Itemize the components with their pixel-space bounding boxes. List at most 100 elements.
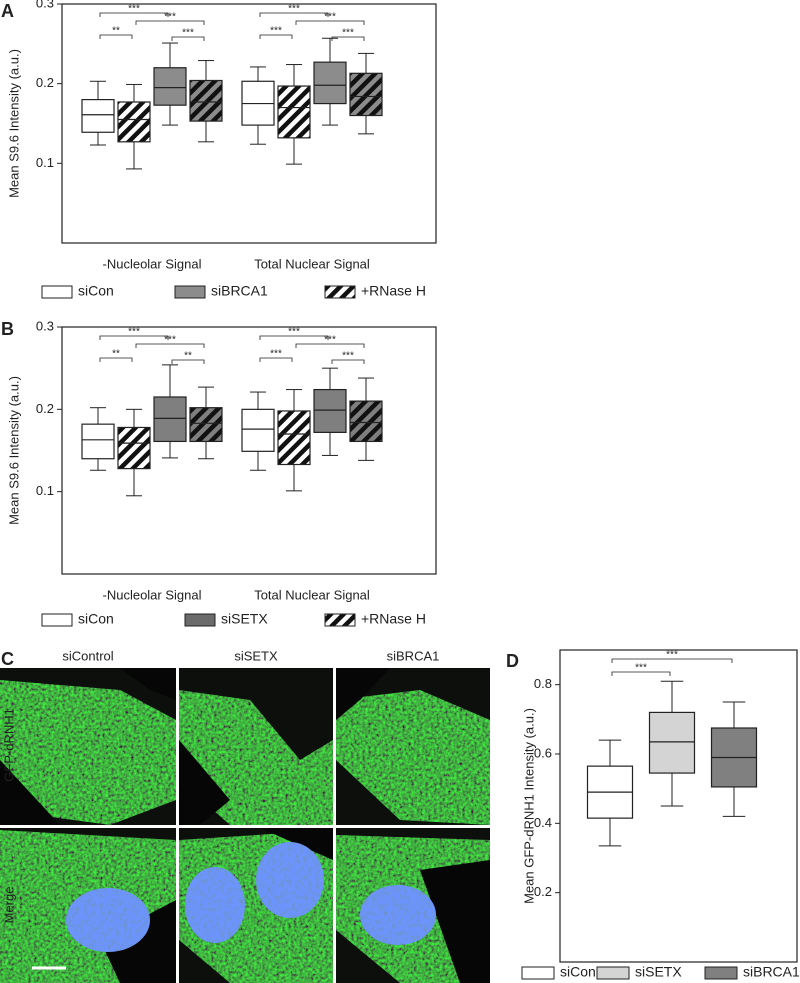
significance-label: *** bbox=[270, 26, 282, 37]
column-label: siBRCA1 bbox=[387, 648, 440, 663]
y-axis-label: Mean GFP-dRNH1 Intensity (a.u.) bbox=[521, 708, 536, 904]
box bbox=[241, 408, 275, 452]
column-label: siControl bbox=[62, 648, 113, 663]
y-tick-label: 0.4 bbox=[534, 815, 552, 830]
significance-bracket bbox=[295, 20, 365, 25]
legend-swatch bbox=[324, 285, 356, 299]
box bbox=[349, 400, 383, 443]
panel-label: A bbox=[1, 1, 14, 21]
significance-bracket bbox=[135, 20, 205, 25]
box bbox=[117, 426, 151, 470]
legend-label: siCon bbox=[78, 611, 114, 627]
micrographs bbox=[0, 668, 490, 983]
significance-label: ** bbox=[112, 26, 120, 37]
legend-swatch bbox=[521, 966, 555, 980]
significance-label: *** bbox=[342, 28, 354, 39]
legend-swatch bbox=[184, 613, 216, 627]
significance-bracket bbox=[99, 34, 133, 39]
significance-bracket bbox=[135, 343, 205, 348]
y-tick-label: 0.2 bbox=[534, 884, 552, 899]
legend-label: +RNase H bbox=[361, 283, 426, 299]
legend-swatch bbox=[704, 966, 738, 980]
significance-bracket bbox=[99, 335, 169, 340]
significance-label: *** bbox=[288, 4, 300, 15]
legend-label: +RNase H bbox=[361, 611, 426, 627]
significance-label: *** bbox=[342, 351, 354, 362]
significance-bracket bbox=[331, 359, 365, 364]
significance-label: *** bbox=[324, 335, 336, 346]
x-category-label: Total Nuclear Signal bbox=[254, 587, 370, 602]
panel-dividers bbox=[0, 668, 490, 983]
plot-frame bbox=[61, 326, 437, 575]
significance-bracket bbox=[259, 357, 293, 362]
significance-bracket bbox=[171, 359, 205, 364]
y-axis-label: Mean S9.6 Intensity (a.u.) bbox=[6, 376, 21, 525]
y-tick-label: 0.6 bbox=[534, 745, 552, 760]
significance-bracket bbox=[259, 335, 329, 340]
legend-label: siSETX bbox=[221, 611, 268, 627]
x-category-label: -Nucleolar Signal bbox=[103, 587, 202, 602]
box bbox=[313, 61, 347, 105]
legend-label: siBRCA1 bbox=[743, 964, 800, 980]
significance-bracket bbox=[259, 12, 329, 17]
significance-label: *** bbox=[164, 335, 176, 346]
significance-label: *** bbox=[164, 12, 176, 23]
significance-label: *** bbox=[182, 28, 194, 39]
panel-label: D bbox=[506, 651, 519, 671]
y-tick-label: 0.2 bbox=[36, 401, 54, 416]
legend-swatch bbox=[174, 285, 206, 299]
legend-label: siBRCA1 bbox=[211, 283, 268, 299]
legend-swatch bbox=[41, 285, 73, 299]
legend-swatch bbox=[324, 613, 356, 627]
y-tick-label: 0.1 bbox=[36, 483, 54, 498]
y-tick-label: 0.3 bbox=[36, 318, 54, 333]
significance-label: *** bbox=[324, 12, 336, 23]
nuclei bbox=[66, 842, 436, 952]
plot-frame bbox=[559, 649, 798, 963]
box bbox=[189, 407, 223, 443]
legend-label: siSETX bbox=[635, 964, 682, 980]
significance-bracket bbox=[99, 357, 133, 362]
panel-label: B bbox=[1, 319, 14, 339]
box bbox=[153, 67, 187, 106]
significance-label: *** bbox=[666, 650, 678, 661]
significance-bracket bbox=[99, 12, 169, 17]
box bbox=[117, 101, 151, 143]
significance-label: *** bbox=[128, 327, 140, 338]
significance-bracket bbox=[611, 658, 733, 663]
legend-swatch bbox=[41, 613, 73, 627]
y-tick-label: 0.2 bbox=[36, 75, 54, 90]
row-label: Merge bbox=[1, 887, 16, 924]
panel-label: C bbox=[1, 649, 14, 669]
column-label: siSETX bbox=[234, 648, 278, 663]
legend-label: siCon bbox=[78, 283, 114, 299]
box bbox=[189, 79, 223, 122]
plot-frame bbox=[61, 3, 437, 244]
row-label: GFP-dRNH1 bbox=[1, 708, 16, 782]
box bbox=[81, 98, 115, 133]
significance-label: ** bbox=[184, 351, 192, 362]
significance-label: *** bbox=[270, 349, 282, 360]
box bbox=[349, 72, 383, 117]
box bbox=[277, 410, 311, 466]
significance-bracket bbox=[611, 671, 671, 676]
x-category-label: Total Nuclear Signal bbox=[254, 256, 370, 271]
y-axis-label: Mean S9.6 Intensity (a.u.) bbox=[6, 49, 21, 198]
significance-label: *** bbox=[288, 327, 300, 338]
box bbox=[313, 388, 347, 433]
significance-bracket bbox=[331, 36, 365, 41]
significance-bracket bbox=[171, 36, 205, 41]
legend-swatch bbox=[596, 966, 630, 980]
y-tick-label: 0.3 bbox=[36, 0, 54, 10]
significance-label: ** bbox=[112, 349, 120, 360]
x-category-label: -Nucleolar Signal bbox=[103, 256, 202, 271]
significance-label: *** bbox=[128, 4, 140, 15]
box bbox=[153, 396, 187, 443]
legend-label: siCon bbox=[560, 964, 596, 980]
box bbox=[81, 423, 115, 460]
y-tick-label: 0.1 bbox=[36, 155, 54, 170]
y-tick-label: 0.8 bbox=[534, 676, 552, 691]
box bbox=[277, 85, 311, 139]
significance-bracket bbox=[259, 34, 293, 39]
